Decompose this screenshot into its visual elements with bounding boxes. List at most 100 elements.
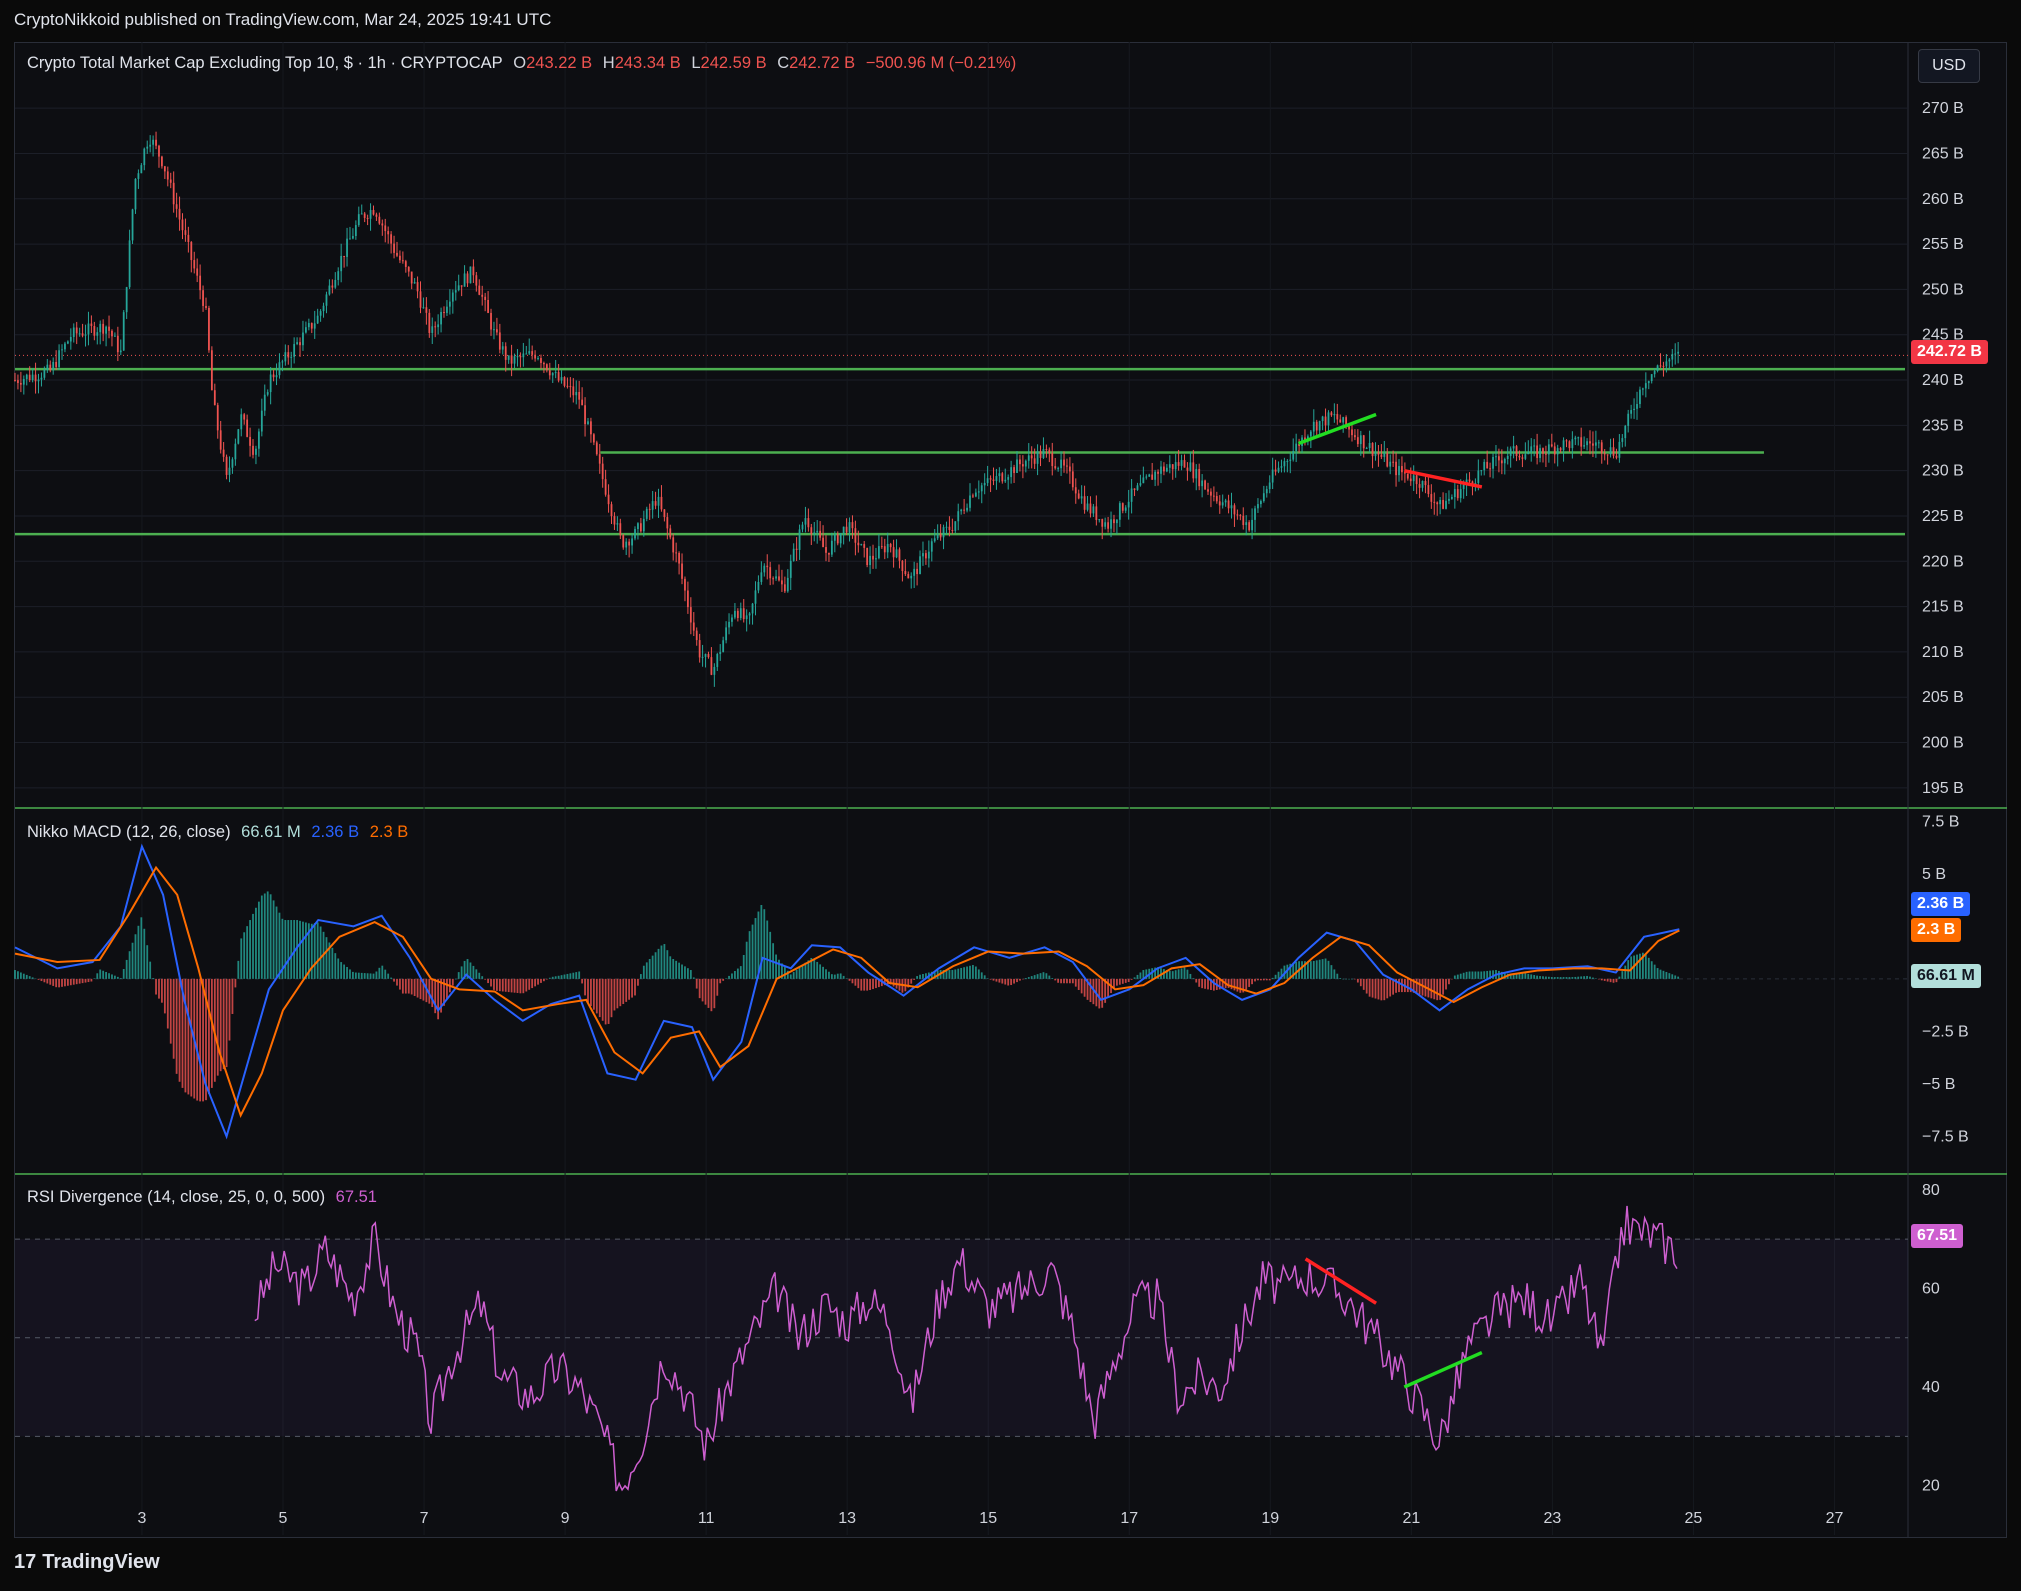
macd-histogram-bar [974,966,977,979]
macd-histogram-bar [1177,969,1180,979]
macd-histogram-bar [857,978,860,989]
candle-body [1312,421,1315,432]
macd-histogram-bar [877,978,880,988]
macd-histogram-bar [1477,971,1480,979]
macd-histogram-bar [437,978,440,1020]
macd-histogram-bar [475,969,478,979]
macd-histogram-bar [1063,978,1065,984]
macd-histogram-bar [1677,976,1680,979]
price-tick-label: 250 B [1922,281,1964,298]
macd-histogram-bar [1483,971,1486,979]
macd-histogram-bar [1524,973,1527,979]
macd-histogram-bar [566,973,569,979]
candle-body [448,301,451,307]
macd-histogram-bar [219,978,222,1072]
candle-body [169,179,172,183]
candle-body [1327,412,1330,426]
candle-body [969,495,971,508]
macd-histogram-bar [1445,978,1447,990]
macd-histogram-bar [225,978,228,1068]
candle-body [1210,491,1212,496]
candle-body [1339,419,1342,423]
tradingview-logo[interactable]: 17 TradingView [14,1551,160,1574]
macd-histogram-bar [52,978,55,986]
candle-body [61,349,63,351]
macd-histogram-bar [158,978,160,999]
macd-histogram-bar [1500,971,1503,979]
macd-histogram-bar [431,978,434,1008]
candle-body [1027,455,1030,461]
macd-histogram-bar [986,978,989,979]
macd-histogram-bar [684,966,686,979]
candle-body [719,651,722,655]
price-tick-label: 255 B [1922,236,1964,253]
macd-histogram-bar [46,978,49,984]
macd-histogram-bar [310,923,313,979]
macd-histogram-bar [58,978,60,988]
candle-body [639,523,642,532]
candle-body [1268,482,1271,490]
candle-body [1124,507,1127,511]
macd-histogram-bar [625,978,628,1002]
macd-histogram-bar [551,976,554,979]
macd-histogram-bar [639,974,642,979]
candle-body [1533,445,1536,447]
macd-histogram-bar [131,942,134,979]
candle-body [246,419,249,437]
candle-body [501,346,504,350]
macd-histogram-bar [863,978,866,991]
macd-histogram-bar [1116,978,1118,986]
candle-body [1430,494,1433,502]
macd-histogram-bar [695,978,698,989]
candle-body [1251,519,1253,531]
candle-body [736,610,739,619]
candle-body [210,350,213,391]
candle-body [566,385,569,387]
macd-histogram-bar [1377,978,1380,1000]
macd-histogram-bar [99,969,102,979]
macd-histogram-bar [1042,972,1045,979]
candle-body [52,361,55,371]
macd-histogram-bar [1066,978,1068,984]
candle-body [46,364,49,370]
macd-histogram-bar [736,968,739,979]
currency-button[interactable]: USD [1918,49,1980,83]
macd-histogram-bar [1221,978,1224,989]
macd-histogram-bar [352,971,354,979]
macd-histogram-bar [331,947,334,979]
candle-body [352,236,354,239]
macd-histogram-bar [563,974,566,979]
candle-body [37,379,40,382]
candle-body [631,538,633,546]
macd-histogram-bar [569,973,572,979]
macd-histogram-bar [531,978,534,989]
candle-body [108,326,110,331]
macd-histogram-bar [1453,975,1456,979]
candle-body [863,544,866,548]
macd-histogram-bar [836,973,839,979]
time-tick-label: 3 [137,1510,146,1527]
candle-body [1157,471,1159,474]
macd-histogram-bar [140,917,143,979]
candle-body [1641,388,1644,390]
candle-body [1412,475,1415,482]
macd-histogram-bar [1145,969,1148,979]
macd-histogram-bar [1068,978,1071,984]
macd-histogram-bar [854,978,857,986]
time-tick-label: 25 [1685,1510,1703,1527]
candle-body [704,653,707,657]
candle-body [922,553,924,557]
macd-histogram-bar [716,978,719,996]
macd-histogram-bar [1515,973,1518,979]
candle-body [1259,501,1262,505]
macd-histogram-bar [1665,971,1668,979]
macd-histogram-bar [628,978,631,1000]
candle-body [1142,477,1145,484]
macd-histogram-bar [205,978,207,1101]
candle-body [854,528,857,543]
macd-histogram-bar [1550,977,1553,979]
macd-histogram-bar [675,960,678,979]
candle-body [587,421,589,425]
candle-body [152,139,155,145]
